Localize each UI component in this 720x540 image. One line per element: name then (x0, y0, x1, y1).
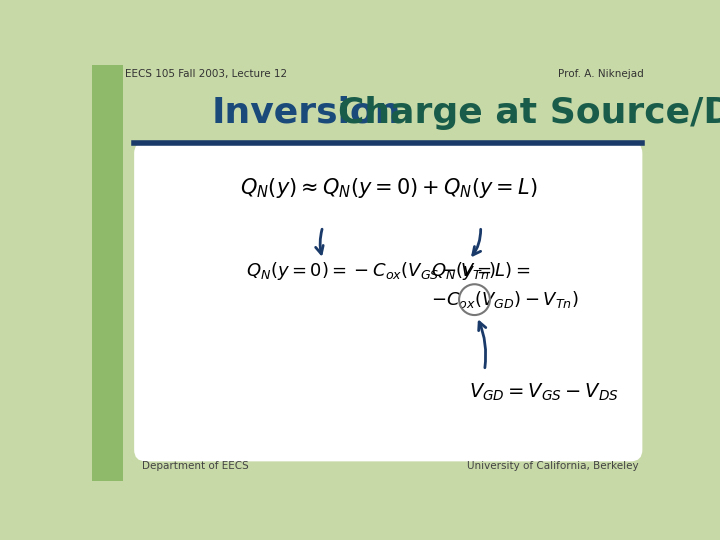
FancyArrowPatch shape (315, 229, 323, 254)
FancyArrowPatch shape (479, 322, 486, 368)
Text: Prof. A. Niknejad: Prof. A. Niknejad (558, 69, 644, 79)
Text: $V_{GD}=V_{GS}-V_{DS}$: $V_{GD}=V_{GS}-V_{DS}$ (469, 381, 619, 403)
Text: University of California, Berkeley: University of California, Berkeley (467, 461, 639, 471)
FancyBboxPatch shape (134, 142, 642, 461)
Text: Charge at Source/Drain: Charge at Source/Drain (338, 96, 720, 130)
Text: Department of EECS: Department of EECS (142, 461, 248, 471)
Bar (122, 65, 647, 150)
Text: $Q_N(y=0)=-C_{ox}(V_{GS}-V_{Tn})$: $Q_N(y=0)=-C_{ox}(V_{GS}-V_{Tn})$ (246, 260, 496, 282)
Bar (92, 65, 122, 481)
Text: $Q_N(y=L)=$: $Q_N(y=L)=$ (431, 260, 530, 282)
Text: EECS 105 Fall 2003, Lecture 12: EECS 105 Fall 2003, Lecture 12 (125, 69, 287, 79)
Text: $Q_N(y)\approx Q_N(y=0)+Q_N(y=L)$: $Q_N(y)\approx Q_N(y=0)+Q_N(y=L)$ (240, 176, 537, 200)
Text: Inversion: Inversion (211, 96, 400, 130)
FancyArrowPatch shape (473, 230, 481, 255)
Text: $-C_{ox}(V_{GD})-V_{Tn})$: $-C_{ox}(V_{GD})-V_{Tn})$ (431, 289, 578, 310)
